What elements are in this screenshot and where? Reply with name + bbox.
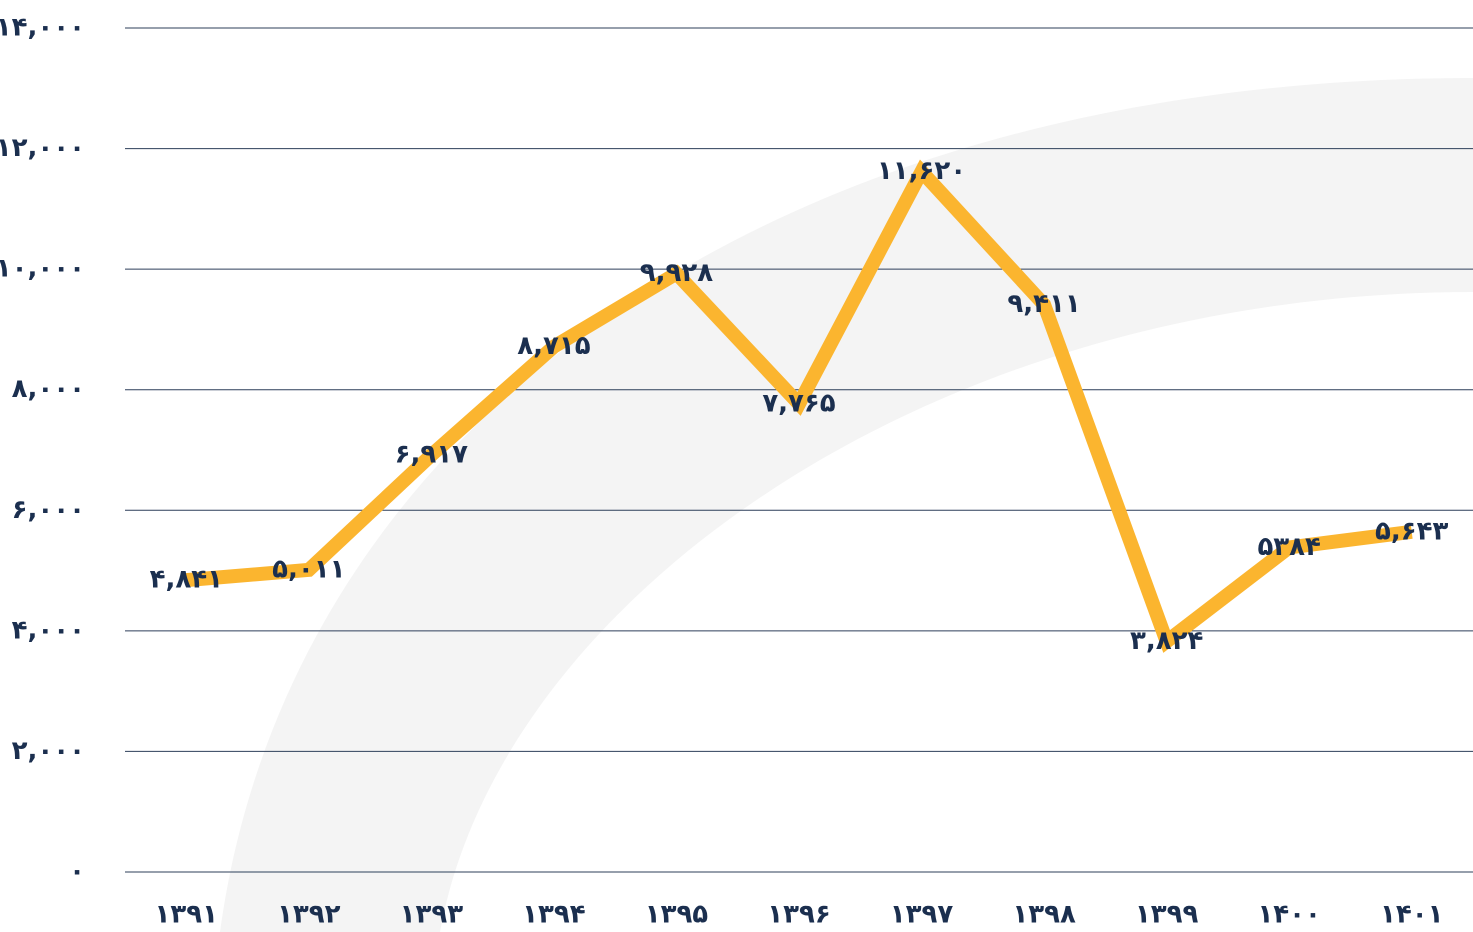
data-label: ۵,۰۱۱ <box>272 554 345 584</box>
x-tick-label: ۱۳۹۲ <box>277 900 341 930</box>
x-tick-label: ۱۳۹۳ <box>400 900 464 930</box>
data-label: ۱۱,۶۲۰ <box>877 156 966 186</box>
data-line <box>185 159 1413 653</box>
data-label: ۴,۸۴۱ <box>150 565 223 595</box>
x-tick-label: ۱۳۹۵ <box>645 900 709 930</box>
data-label: ۷,۷۶۵ <box>762 388 835 418</box>
data-label: ۵,۶۴۳ <box>1375 516 1448 546</box>
x-tick-label: ۱۳۹۴ <box>522 900 585 930</box>
y-tick-label: ۱۰,۰۰۰ <box>0 254 85 284</box>
x-tick-label: ۱۴۰۰ <box>1257 900 1320 930</box>
y-tick-label: ۶,۰۰۰ <box>12 495 85 525</box>
data-label: ۹,۴۱۱ <box>1007 289 1080 319</box>
y-tick-label: ۸,۰۰۰ <box>12 374 85 404</box>
data-label: ۵۳۸۴ <box>1257 532 1320 562</box>
data-label: ۶,۹۱۷ <box>395 440 468 470</box>
y-tick-label: ۰ <box>69 857 85 887</box>
x-tick-label: ۱۴۰۱ <box>1380 900 1443 930</box>
data-label: ۳,۸۲۴ <box>1130 626 1203 656</box>
x-tick-label: ۱۳۹۱ <box>155 900 218 930</box>
y-tick-label: ۱۴,۰۰۰ <box>0 13 85 43</box>
x-tick-label: ۱۳۹۹ <box>1135 900 1199 930</box>
background-arc <box>220 78 1473 932</box>
y-tick-label: ۴,۰۰۰ <box>12 615 85 645</box>
x-tick-label: ۱۳۹۸ <box>1012 900 1076 930</box>
y-tick-label: ۱۲,۰۰۰ <box>0 133 85 163</box>
data-label: ۹,۹۲۸ <box>640 258 713 288</box>
y-tick-label: ۲,۰۰۰ <box>12 736 85 766</box>
x-tick-label: ۱۳۹۶ <box>767 900 830 930</box>
data-label: ۸,۷۱۵ <box>517 331 590 361</box>
x-tick-label: ۱۳۹۷ <box>890 900 954 930</box>
